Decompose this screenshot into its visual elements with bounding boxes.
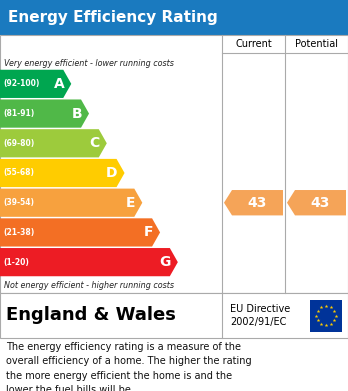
Polygon shape xyxy=(0,248,178,276)
Text: Not energy efficient - higher running costs: Not energy efficient - higher running co… xyxy=(4,280,174,289)
Polygon shape xyxy=(0,159,125,187)
Text: (21-38): (21-38) xyxy=(3,228,34,237)
Text: B: B xyxy=(71,107,82,120)
Polygon shape xyxy=(0,218,160,247)
Text: (81-91): (81-91) xyxy=(3,109,34,118)
Bar xyxy=(0,293,348,338)
Text: 43: 43 xyxy=(248,196,267,210)
Text: Potential: Potential xyxy=(295,39,338,49)
Text: (1-20): (1-20) xyxy=(3,258,29,267)
Text: Current: Current xyxy=(235,39,272,49)
Text: Very energy efficient - lower running costs: Very energy efficient - lower running co… xyxy=(4,59,174,68)
Polygon shape xyxy=(0,188,142,217)
Polygon shape xyxy=(0,99,89,128)
Text: C: C xyxy=(89,136,100,150)
Text: D: D xyxy=(106,166,118,180)
Text: A: A xyxy=(54,77,64,91)
Text: The energy efficiency rating is a measure of the
overall efficiency of a home. T: The energy efficiency rating is a measur… xyxy=(6,342,252,391)
Text: Energy Efficiency Rating: Energy Efficiency Rating xyxy=(8,10,218,25)
Polygon shape xyxy=(224,190,283,215)
Bar xyxy=(0,0,348,35)
Text: (55-68): (55-68) xyxy=(3,169,34,178)
Bar xyxy=(310,300,342,332)
Text: England & Wales: England & Wales xyxy=(6,307,176,325)
Polygon shape xyxy=(287,190,346,215)
Bar xyxy=(0,35,348,293)
Text: (92-100): (92-100) xyxy=(3,79,39,88)
Text: G: G xyxy=(159,255,171,269)
Text: (69-80): (69-80) xyxy=(3,139,34,148)
Text: 43: 43 xyxy=(311,196,330,210)
Text: F: F xyxy=(144,226,153,239)
Text: E: E xyxy=(126,196,135,210)
Polygon shape xyxy=(0,70,71,98)
Polygon shape xyxy=(0,129,107,158)
Text: (39-54): (39-54) xyxy=(3,198,34,207)
Text: EU Directive
2002/91/EC: EU Directive 2002/91/EC xyxy=(230,304,290,327)
